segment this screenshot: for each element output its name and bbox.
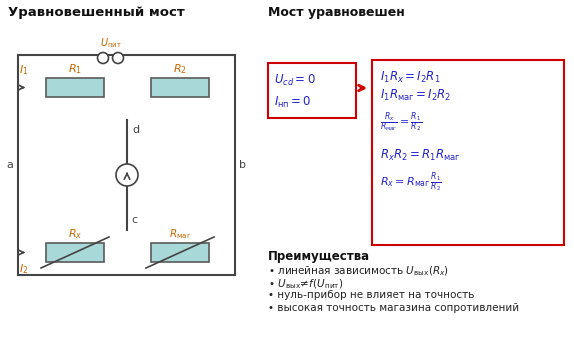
Text: • $U_{\rm вых}\!\neq\!f(U_{\rm пит})$: • $U_{\rm вых}\!\neq\!f(U_{\rm пит})$ [268, 277, 343, 290]
Text: • линейная зависимость $U_{\rm вых}(R_x)$: • линейная зависимость $U_{\rm вых}(R_x)… [268, 264, 449, 278]
Text: $\frac{R_x}{R_{\rm маг}} = \frac{R_1}{R_2}$: $\frac{R_x}{R_{\rm маг}} = \frac{R_1}{R_… [380, 110, 422, 134]
Text: c: c [131, 215, 137, 225]
Text: $I_{\rm нп} = 0$: $I_{\rm нп} = 0$ [274, 95, 312, 110]
Circle shape [98, 53, 108, 63]
Text: $I_1$: $I_1$ [19, 64, 29, 78]
Bar [46, 243, 104, 262]
Bar [46, 78, 104, 97]
Text: $I_1R_x = I_2R_1$: $I_1R_x = I_2R_1$ [380, 70, 441, 85]
Text: Мост уравновешен: Мост уравновешен [268, 6, 405, 19]
Text: $I_2$: $I_2$ [19, 263, 29, 276]
Text: $R_xR_2 = R_1R_{\rm маг}$: $R_xR_2 = R_1R_{\rm маг}$ [380, 148, 461, 163]
Bar [372, 60, 564, 245]
Text: $U_{cd} = 0$: $U_{cd} = 0$ [274, 73, 316, 88]
Text: $R_{\rm маг}$: $R_{\rm маг}$ [169, 227, 191, 241]
Text: b: b [239, 160, 246, 170]
Circle shape [116, 164, 138, 186]
Bar [151, 243, 209, 262]
Text: $R_x = R_{\rm маг}\,\frac{R_1}{R_2}$: $R_x = R_{\rm маг}\,\frac{R_1}{R_2}$ [380, 170, 442, 194]
Text: • высокая точность магазина сопротивлений: • высокая точность магазина сопротивлени… [268, 303, 519, 313]
Bar [268, 63, 356, 118]
Text: a: a [6, 160, 13, 170]
Text: Преимущества: Преимущества [268, 250, 370, 263]
Bar [151, 78, 209, 97]
Text: $I_1R_{\rm маг} = I_2R_2$: $I_1R_{\rm маг} = I_2R_2$ [380, 88, 451, 103]
Text: $R_1$: $R_1$ [68, 62, 82, 76]
Circle shape [113, 53, 123, 63]
Text: d: d [132, 125, 139, 135]
Text: $R_2$: $R_2$ [173, 62, 187, 76]
Text: $R_x$: $R_x$ [68, 227, 82, 241]
Text: Уравновешенный мост: Уравновешенный мост [8, 6, 185, 19]
Text: • нуль-прибор не влияет на точность: • нуль-прибор не влияет на точность [268, 290, 474, 300]
Text: $U_{\rm пит}$: $U_{\rm пит}$ [100, 36, 121, 50]
